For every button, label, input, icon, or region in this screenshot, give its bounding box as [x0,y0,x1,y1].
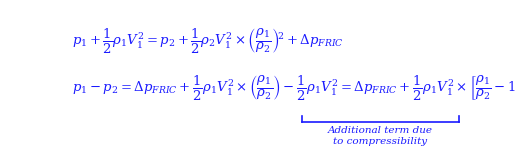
Text: $p_1 + \dfrac{1}{2}\rho_1 V_1^2 = p_2 + \dfrac{1}{2}\rho_2 V_1^2 \times\left(\df: $p_1 + \dfrac{1}{2}\rho_1 V_1^2 = p_2 + … [72,26,344,55]
Text: Additional term due
to compressibility: Additional term due to compressibility [328,126,433,146]
Text: $p_1 - p_2 = \Delta p_{FRIC} + \dfrac{1}{2}\rho_1 V_1^2 \times\left(\dfrac{\rho_: $p_1 - p_2 = \Delta p_{FRIC} + \dfrac{1}… [72,73,515,102]
